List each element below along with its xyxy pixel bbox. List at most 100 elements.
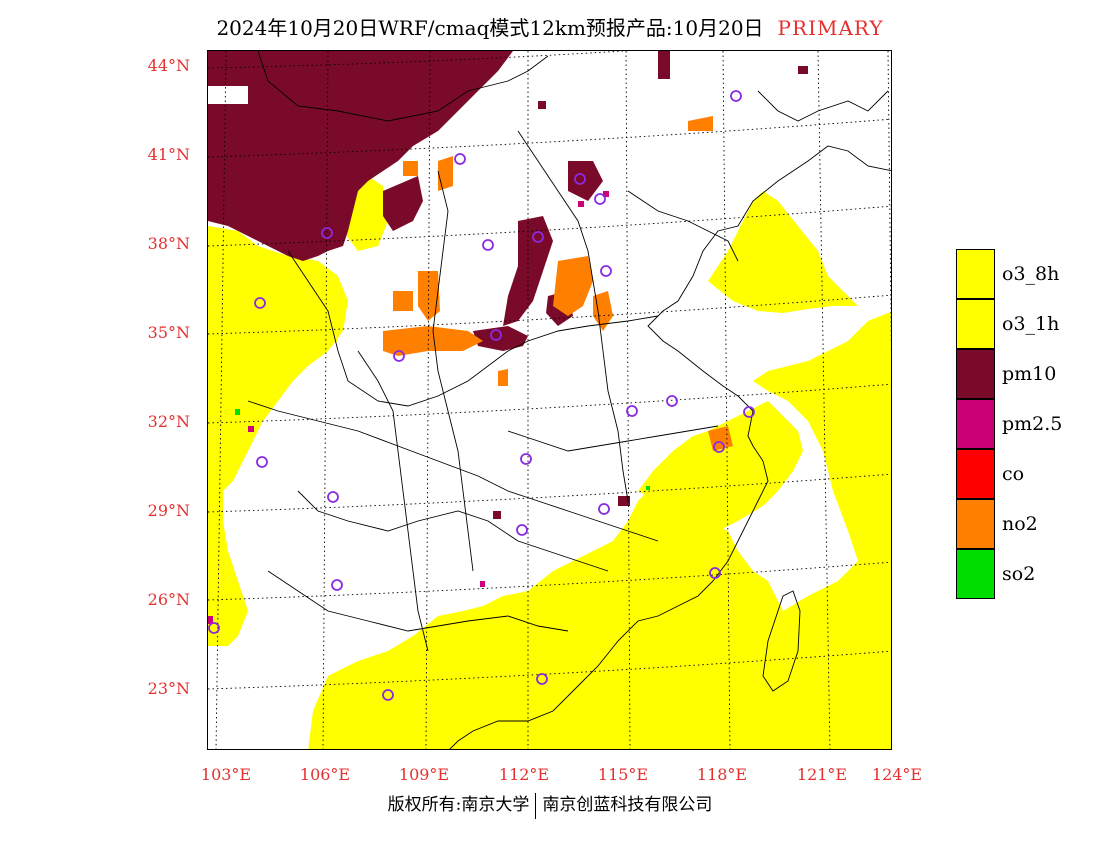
boundary-8 [357, 350, 429, 652]
pm10-area-1 [383, 176, 423, 231]
boundary-9 [627, 190, 739, 262]
lon-label-121: 121°E [796, 765, 848, 784]
station-marker [331, 579, 343, 591]
boundary-5 [267, 570, 569, 632]
lat-label-44: 44°N [147, 56, 190, 75]
station-marker [600, 265, 612, 277]
pm10-area-2 [503, 216, 553, 326]
boundary-1 [257, 51, 549, 122]
chart-title: 2024年10月20日WRF/cmaq模式12km预报产品:10月20日 PRIM… [0, 12, 1100, 41]
legend-swatch [956, 349, 995, 399]
boundary-7 [432, 170, 474, 572]
no2-area-7 [403, 161, 418, 176]
lon-label-118: 118°E [696, 765, 748, 784]
station-marker [256, 456, 268, 468]
o3-area-yellow-sea [708, 191, 858, 313]
station-marker [532, 231, 544, 243]
station-marker [327, 491, 339, 503]
lat-label-29: 29°N [147, 501, 190, 520]
o3-area-south [308, 491, 783, 749]
lat-label-38: 38°N [147, 234, 190, 253]
station-marker [743, 406, 755, 418]
pm10-areas [208, 51, 808, 519]
station-marker [626, 405, 638, 417]
no2-area-5 [393, 291, 413, 311]
lon-label-103: 103°E [200, 765, 252, 784]
station-marker [208, 622, 220, 634]
pm10-speck-3 [538, 101, 546, 109]
station-marker [594, 193, 606, 205]
no2-area-1 [553, 256, 593, 316]
station-marker [713, 441, 725, 453]
boundary-10 [507, 425, 719, 452]
pm10-speck-4 [493, 511, 501, 519]
pm25-speck-2 [578, 201, 584, 207]
copyright-company: 南京创蓝科技有限公司 [542, 795, 713, 815]
grid-lat-29 [208, 473, 891, 513]
legend-swatch [956, 549, 995, 599]
station-marker [393, 350, 405, 362]
no2-area-2 [383, 326, 483, 356]
legend-swatch [956, 499, 995, 549]
legend-swatch [956, 249, 995, 299]
pm25-speck-5 [480, 581, 485, 587]
so2-speck-2 [646, 486, 650, 490]
taiwan-island [762, 590, 801, 692]
lon-label-112: 112°E [498, 765, 550, 784]
o3-areas [208, 171, 891, 749]
lon-label-106: 106°E [299, 765, 351, 784]
lat-label-26: 26°N [147, 590, 190, 609]
o3-area-west [208, 226, 348, 646]
legend-label: o3_8h [1002, 263, 1060, 285]
station-marker [536, 673, 548, 685]
lat-label-23: 23°N [147, 679, 190, 698]
no2-area-3 [593, 291, 613, 331]
no2-area-9 [498, 369, 508, 386]
province-boundaries [247, 51, 891, 749]
station-marker [666, 395, 678, 407]
o3-area-east-sea [753, 311, 891, 749]
pm25-speck-4 [208, 616, 213, 624]
station-marker [520, 453, 532, 465]
no2-areas [383, 116, 733, 451]
copyright-owner: 版权所有:南京大学 [387, 795, 530, 815]
no2-area-10 [688, 116, 713, 131]
legend-swatch [956, 399, 995, 449]
legend-label: no2 [1002, 513, 1038, 535]
pm25-speck-3 [248, 426, 254, 432]
station-marker [598, 503, 610, 515]
boundary-4 [297, 490, 609, 572]
legend-label: co [1002, 463, 1025, 485]
legend-label: pm2.5 [1002, 413, 1063, 435]
boundary-2 [287, 250, 659, 407]
so2-speck-1 [235, 409, 240, 415]
no2-area-4 [418, 271, 440, 321]
blank-patch [208, 86, 248, 104]
lon-label-115: 115°E [597, 765, 649, 784]
station-marker [709, 567, 721, 579]
lon-label-109: 109°E [398, 765, 450, 784]
legend-label: pm10 [1002, 363, 1057, 385]
stations [208, 90, 755, 701]
pm10-speck-5 [618, 496, 630, 506]
pm10-speck-2 [798, 66, 808, 74]
legend-label: so2 [1002, 563, 1036, 585]
so2-specks [235, 409, 650, 490]
legend-swatch [956, 449, 995, 499]
o3-area-coast-mid [638, 401, 803, 531]
copyright-footer: 版权所有:南京大学 南京创蓝科技有限公司 [0, 790, 1100, 819]
pm25-specks [208, 191, 609, 624]
map-canvas [208, 51, 891, 749]
no2-area-6 [438, 156, 453, 191]
boundary-6 [517, 130, 629, 502]
station-marker [254, 297, 266, 309]
station-marker [574, 173, 586, 185]
station-marker [490, 329, 502, 341]
lon-label-124: 124°E [871, 765, 923, 784]
station-marker [321, 227, 333, 239]
primary-tag: PRIMARY [777, 16, 884, 40]
forecast-map [207, 50, 892, 750]
station-marker [516, 524, 528, 536]
station-marker [482, 239, 494, 251]
footer-divider [535, 792, 537, 819]
